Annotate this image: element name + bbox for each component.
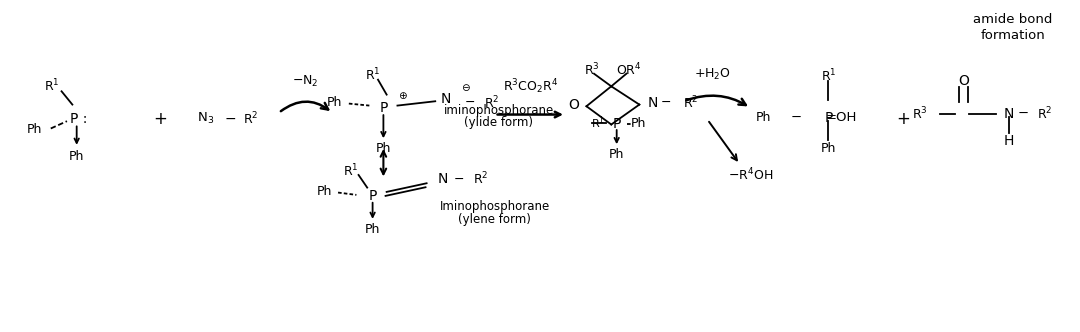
Text: $\oplus$: $\oplus$ bbox=[397, 90, 408, 101]
Text: iminophosphorane: iminophosphorane bbox=[444, 104, 554, 117]
Text: R$^2$: R$^2$ bbox=[473, 171, 488, 188]
Text: R$^3$CO$_2$R$^4$: R$^3$CO$_2$R$^4$ bbox=[502, 78, 558, 96]
Text: $-$N$_2$: $-$N$_2$ bbox=[293, 74, 319, 89]
Text: Ph: Ph bbox=[327, 96, 342, 109]
Text: Ph: Ph bbox=[27, 123, 42, 136]
Text: amide bond: amide bond bbox=[973, 13, 1053, 27]
Text: O: O bbox=[568, 98, 579, 112]
Text: OR$^4$: OR$^4$ bbox=[616, 61, 642, 78]
Text: Ph: Ph bbox=[316, 185, 332, 199]
Text: −: − bbox=[1017, 107, 1028, 120]
Text: −: − bbox=[464, 96, 475, 110]
Text: +: + bbox=[153, 110, 166, 128]
Text: P :: P : bbox=[70, 112, 87, 126]
Text: (ylene form): (ylene form) bbox=[458, 212, 531, 226]
Text: R$^1$: R$^1$ bbox=[591, 115, 606, 131]
Text: Ph: Ph bbox=[365, 222, 380, 236]
Text: Ph: Ph bbox=[376, 142, 391, 155]
Text: N: N bbox=[1003, 107, 1014, 121]
Text: O: O bbox=[958, 74, 969, 88]
Text: −: − bbox=[661, 96, 672, 110]
Text: R$^2$: R$^2$ bbox=[1037, 105, 1052, 122]
Text: Ph: Ph bbox=[756, 111, 771, 124]
Text: R$^1$: R$^1$ bbox=[44, 78, 59, 95]
Text: R$^3$: R$^3$ bbox=[913, 105, 928, 122]
Text: formation: formation bbox=[981, 29, 1045, 42]
Text: N: N bbox=[437, 172, 448, 186]
Text: (ylide form): (ylide form) bbox=[464, 116, 534, 129]
Text: R$^2$: R$^2$ bbox=[684, 95, 699, 111]
Text: Iminophosphorane: Iminophosphorane bbox=[440, 200, 550, 213]
Text: N: N bbox=[441, 92, 451, 106]
Text: +H$_2$O: +H$_2$O bbox=[694, 67, 731, 82]
Text: −: − bbox=[225, 112, 235, 126]
Text: N: N bbox=[647, 96, 658, 110]
Text: Ph: Ph bbox=[609, 148, 624, 161]
Text: P: P bbox=[824, 111, 833, 125]
Text: +: + bbox=[896, 110, 909, 128]
Text: R$^3$: R$^3$ bbox=[584, 61, 599, 78]
Text: H: H bbox=[1003, 134, 1014, 148]
Text: P: P bbox=[612, 117, 621, 131]
Text: P: P bbox=[368, 189, 377, 203]
Text: Ph: Ph bbox=[631, 117, 646, 130]
Text: −: − bbox=[791, 111, 801, 124]
Text: Ph: Ph bbox=[821, 142, 836, 155]
Text: −: − bbox=[454, 173, 464, 186]
Text: R$^2$: R$^2$ bbox=[484, 95, 499, 111]
Text: N$_3$: N$_3$ bbox=[197, 111, 214, 126]
Text: R$^1$: R$^1$ bbox=[821, 68, 836, 85]
Text: Ph: Ph bbox=[69, 149, 84, 163]
Text: P: P bbox=[379, 101, 388, 115]
Text: R$^2$: R$^2$ bbox=[243, 111, 258, 127]
Text: =OH: =OH bbox=[825, 111, 858, 124]
Text: $-$R$^4$OH: $-$R$^4$OH bbox=[728, 167, 773, 184]
Text: $\ominus$: $\ominus$ bbox=[460, 82, 471, 94]
Text: R$^1$: R$^1$ bbox=[343, 163, 359, 179]
Text: R$^1$: R$^1$ bbox=[365, 66, 380, 83]
